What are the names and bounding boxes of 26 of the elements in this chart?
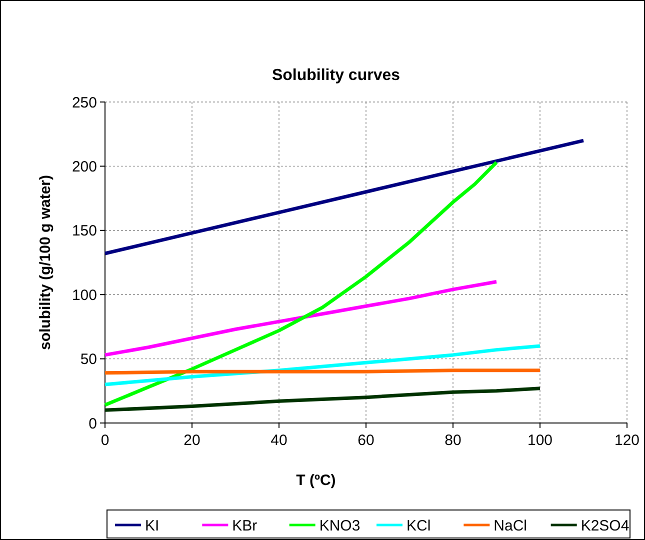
- y-tick-label: 0: [88, 415, 97, 432]
- line-series: [103, 386, 542, 412]
- legend-label: NaCl: [494, 517, 528, 534]
- y-tick-label: 150: [72, 222, 97, 240]
- y-tick-label: 250: [72, 94, 97, 112]
- legend-label: KI: [145, 517, 160, 534]
- x-tick-label: 0: [100, 432, 110, 449]
- legend-label: KCl: [406, 517, 431, 534]
- y-tick-label: 200: [72, 158, 97, 176]
- legend-label: KBr: [232, 517, 258, 534]
- legend-label: K2SO4: [580, 517, 630, 534]
- x-tick-label: 80: [444, 432, 462, 449]
- x-tick-label: 100: [527, 432, 553, 449]
- y-axis-title: solubility (g/100 g water): [37, 174, 54, 350]
- line-series: [103, 160, 498, 407]
- x-tick-label: 60: [358, 432, 374, 449]
- y-tick-label: 100: [72, 286, 97, 304]
- legend-label: KNO3: [319, 517, 360, 534]
- chart-title: Solubility curves: [272, 67, 400, 84]
- line-series: [103, 280, 498, 357]
- x-tick-label: 40: [270, 432, 288, 449]
- x-tick-label: 120: [614, 432, 640, 449]
- x-axis-title: T (ºC): [296, 472, 336, 489]
- line-series: [103, 138, 586, 256]
- y-tick-label: 50: [80, 351, 97, 368]
- x-tick-label: 20: [184, 432, 200, 449]
